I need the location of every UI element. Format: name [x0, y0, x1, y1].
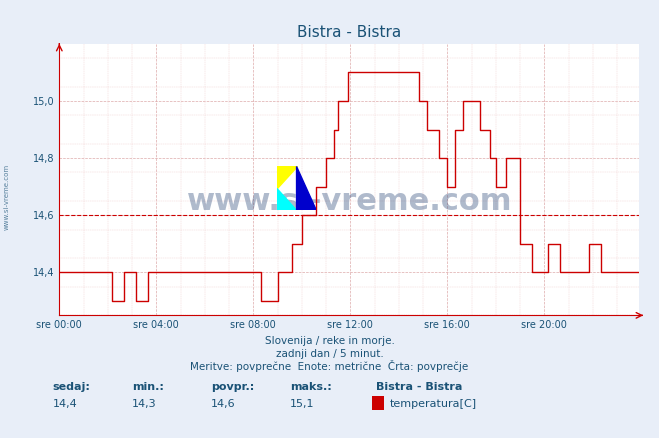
Text: 14,3: 14,3 [132, 399, 156, 410]
Polygon shape [277, 166, 297, 188]
Text: www.si-vreme.com: www.si-vreme.com [3, 164, 10, 230]
Text: www.si-vreme.com: www.si-vreme.com [186, 187, 512, 216]
Text: povpr.:: povpr.: [211, 382, 254, 392]
Polygon shape [297, 166, 316, 210]
Text: Slovenija / reke in morje.: Slovenija / reke in morje. [264, 336, 395, 346]
Polygon shape [277, 188, 297, 210]
Text: Bistra - Bistra: Bistra - Bistra [376, 382, 462, 392]
Text: 14,4: 14,4 [53, 399, 78, 410]
Text: Meritve: povprečne  Enote: metrične  Črta: povprečje: Meritve: povprečne Enote: metrične Črta:… [190, 360, 469, 372]
Text: maks.:: maks.: [290, 382, 331, 392]
Text: sedaj:: sedaj: [53, 382, 90, 392]
Text: 15,1: 15,1 [290, 399, 314, 410]
Text: 14,6: 14,6 [211, 399, 235, 410]
Text: zadnji dan / 5 minut.: zadnji dan / 5 minut. [275, 349, 384, 359]
Text: min.:: min.: [132, 382, 163, 392]
Title: Bistra - Bistra: Bistra - Bistra [297, 25, 401, 40]
Text: temperatura[C]: temperatura[C] [390, 399, 477, 410]
